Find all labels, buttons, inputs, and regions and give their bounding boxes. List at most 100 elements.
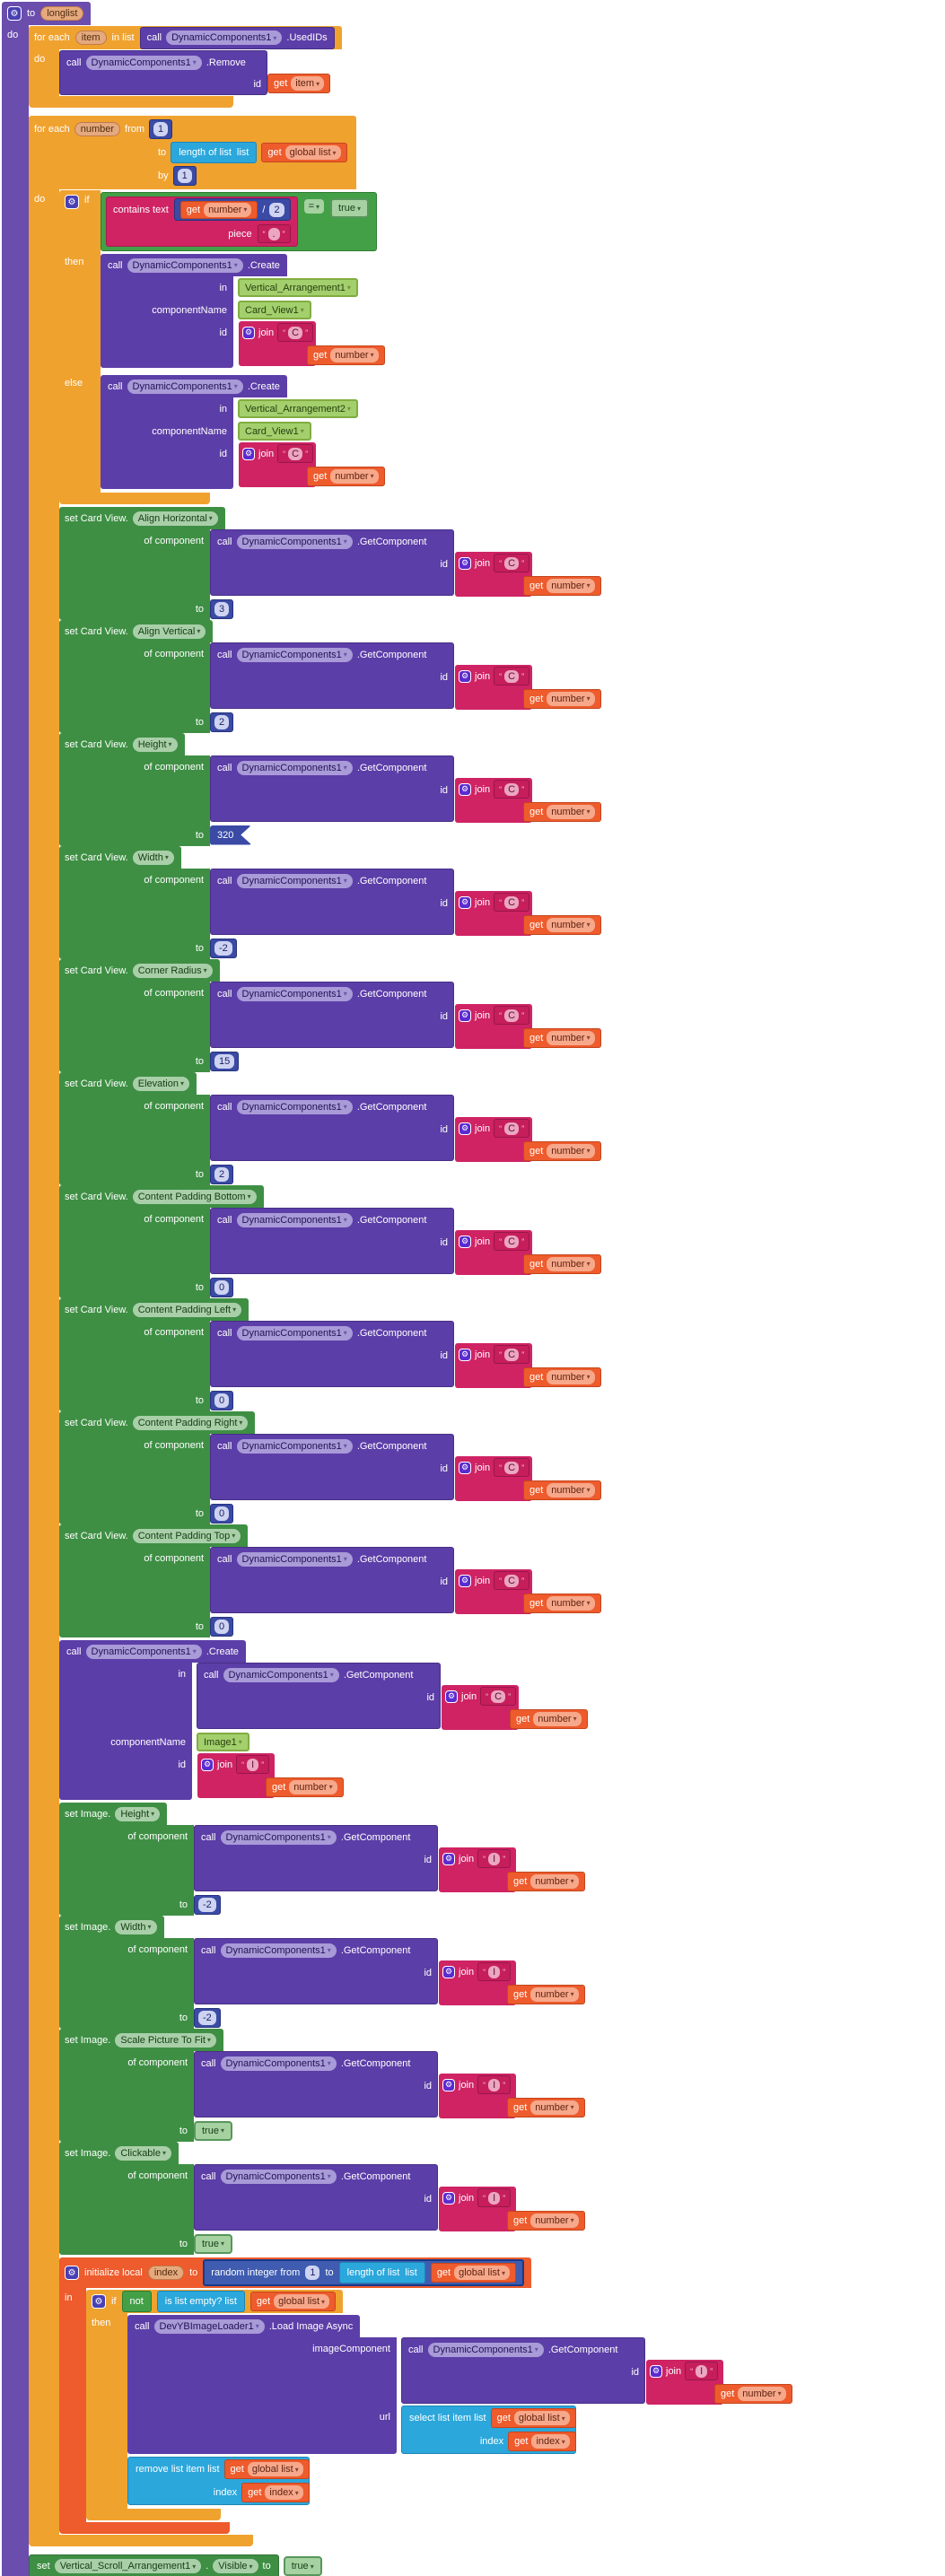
get-number-block[interactable]: get number ▾ bbox=[307, 345, 385, 365]
gear-icon[interactable]: ⚙ bbox=[650, 2364, 662, 2378]
gear-icon[interactable]: ⚙ bbox=[445, 1690, 458, 1703]
division-block[interactable]: get number ▾ / 2 bbox=[173, 198, 291, 221]
create-image-block[interactable]: call DynamicComponents1 ▾ .Create in call bbox=[59, 1640, 588, 1800]
initialize-local-block[interactable]: ⚙ initialize local index to random integ… bbox=[59, 2257, 792, 2534]
equals-block[interactable]: contains text get number ▾ / bbox=[101, 192, 377, 251]
gear-icon[interactable]: ⚙ bbox=[201, 1758, 214, 1771]
join-block[interactable]: ⚙ join “C” get number ▾ bbox=[442, 1685, 588, 1730]
text-string-block[interactable]: “C” bbox=[494, 1232, 530, 1251]
property-dropdown[interactable]: Height ▾ bbox=[132, 737, 178, 752]
component-dropdown[interactable]: DynamicComponents1 ▾ bbox=[85, 55, 202, 70]
component-dropdown[interactable]: Vertical_Scroll_Arrangement1 ▾ bbox=[54, 2559, 202, 2573]
logic-true-block[interactable]: true ▾ bbox=[283, 2556, 322, 2576]
join-block[interactable]: ⚙ join “I” get number ▾ bbox=[439, 1847, 585, 1892]
call-getcomponent-block[interactable]: call DynamicComponents1 ▾ .GetComponent i… bbox=[210, 982, 601, 1049]
component-dropdown[interactable]: DynamicComponents1 ▾ bbox=[127, 258, 243, 273]
component-name-dropdown[interactable]: Card_View1 ▾ bbox=[238, 422, 311, 441]
get-number-block[interactable]: get number ▾ bbox=[523, 1140, 601, 1161]
component-dropdown[interactable]: DevYBImageLoader1 ▾ bbox=[153, 2318, 265, 2334]
text-string-block[interactable]: “C” bbox=[494, 1571, 530, 1590]
text-string-block[interactable]: “C” bbox=[480, 1687, 517, 1706]
not-block[interactable]: not bbox=[121, 2291, 152, 2312]
number-block[interactable]: 0 bbox=[210, 1277, 234, 1297]
call-usedids-block[interactable]: call DynamicComponents1 ▾ .UsedIDs bbox=[139, 26, 335, 49]
component-dropdown[interactable]: DynamicComponents1 ▾ bbox=[236, 760, 353, 775]
gear-icon[interactable]: ⚙ bbox=[442, 1852, 455, 1865]
create-cardview-then-block[interactable]: call DynamicComponents1 ▾ .Create in Vert… bbox=[101, 254, 385, 368]
component-dropdown[interactable]: DynamicComponents1 ▾ bbox=[236, 1212, 353, 1227]
text-string-block[interactable]: “C” bbox=[494, 893, 530, 912]
number-block[interactable]: 0 bbox=[210, 1390, 234, 1410]
get-number-block[interactable]: get number ▾ bbox=[507, 1871, 585, 1891]
set-cardview-property-block[interactable]: set Card View. Width ▾ of component to bbox=[59, 846, 601, 959]
join-block[interactable]: ⚙ join “C” get number ▾ bbox=[455, 891, 601, 936]
text-string-block[interactable]: “C” bbox=[494, 554, 530, 572]
gear-icon[interactable]: ⚙ bbox=[442, 2078, 455, 2091]
get-number-block[interactable]: get number ▾ bbox=[523, 1367, 601, 1387]
gear-icon[interactable]: ⚙ bbox=[459, 1122, 471, 1135]
text-string-block[interactable]: “C” bbox=[494, 1345, 530, 1364]
number-field[interactable]: 2 bbox=[269, 202, 284, 217]
component-dropdown[interactable]: DynamicComponents1 ▾ bbox=[220, 1829, 337, 1845]
join-block[interactable]: ⚙ join “C” get number ▾ bbox=[455, 1343, 601, 1388]
text-string-block[interactable]: “I” bbox=[477, 2188, 512, 2207]
call-getcomponent-block[interactable]: call DynamicComponents1 ▾ .GetComponent i… bbox=[210, 1095, 601, 1162]
component-dropdown[interactable]: DynamicComponents1 ▾ bbox=[220, 1943, 337, 1958]
get-global-list-block[interactable]: get global list ▾ bbox=[249, 2292, 337, 2311]
property-dropdown[interactable]: Width ▾ bbox=[132, 850, 174, 865]
loop-var-number[interactable]: number bbox=[74, 122, 121, 136]
set-cardview-property-block[interactable]: set Card View. Content Padding Right ▾ of… bbox=[59, 1411, 601, 1524]
get-number-block[interactable]: get number ▾ bbox=[523, 914, 601, 935]
number-block[interactable]: -2 bbox=[194, 1894, 221, 1915]
gear-icon[interactable]: ⚙ bbox=[7, 6, 22, 21]
set-cardview-property-block[interactable]: set Card View. Height ▾ of component to bbox=[59, 733, 601, 846]
component-dropdown[interactable]: DynamicComponents1 ▾ bbox=[236, 986, 353, 1001]
gear-icon[interactable]: ⚙ bbox=[459, 895, 471, 909]
text-string-block[interactable]: “C” bbox=[277, 323, 314, 342]
get-global-list-block[interactable]: get global list ▾ bbox=[223, 2459, 310, 2479]
number-block[interactable]: -2 bbox=[210, 938, 237, 958]
gear-icon[interactable]: ⚙ bbox=[459, 1009, 471, 1022]
get-number-block[interactable]: get number ▾ bbox=[179, 200, 258, 219]
call-getcomponent-block[interactable]: call DynamicComponents1 ▾ .GetComponent i… bbox=[194, 1825, 585, 1892]
join-block[interactable]: ⚙ join “C” get number ▾ bbox=[455, 778, 601, 823]
logic-true-block[interactable]: true ▾ bbox=[194, 2120, 232, 2141]
property-dropdown[interactable]: Visible ▾ bbox=[213, 2559, 258, 2573]
call-getcomponent-block[interactable]: call DynamicComponents1 ▾ .GetComponent i… bbox=[210, 529, 601, 597]
get-item-block[interactable]: get item ▾ bbox=[267, 74, 331, 93]
component-dropdown[interactable]: DynamicComponents1 ▾ bbox=[166, 31, 283, 45]
call-getcomponent-block[interactable]: call DynamicComponents1 ▾ .GetComponent i… bbox=[210, 1547, 601, 1614]
number-block[interactable]: -2 bbox=[194, 2007, 221, 2028]
text-string-block[interactable]: “I” bbox=[236, 1755, 270, 1774]
number-block[interactable]: 2 bbox=[210, 712, 234, 732]
create-cardview-else-block[interactable]: call DynamicComponents1 ▾ .Create in Vert… bbox=[101, 375, 385, 489]
property-dropdown[interactable]: Content Padding Right ▾ bbox=[132, 1415, 249, 1430]
length-of-list-block[interactable]: length of list list bbox=[338, 2262, 425, 2283]
call-getcomponent-block[interactable]: call DynamicComponents1 ▾ .GetComponent i… bbox=[197, 1663, 588, 1730]
get-index-block[interactable]: get index ▾ bbox=[241, 2483, 310, 2502]
gear-icon[interactable]: ⚙ bbox=[459, 669, 471, 683]
set-cardview-property-block[interactable]: set Card View. Elevation ▾ of component t… bbox=[59, 1072, 601, 1185]
gear-icon[interactable]: ⚙ bbox=[65, 2266, 79, 2280]
property-dropdown[interactable]: Clickable ▾ bbox=[115, 2145, 172, 2161]
text-string-block[interactable]: “C” bbox=[494, 1119, 530, 1138]
get-number-block[interactable]: get number ▾ bbox=[523, 1253, 601, 1274]
container-dropdown[interactable]: Vertical_Arrangement1 ▾ bbox=[238, 278, 358, 297]
set-cardview-property-block[interactable]: set Card View. Align Vertical ▾ of compon… bbox=[59, 620, 601, 733]
property-dropdown[interactable]: Content Padding Top ▾ bbox=[132, 1528, 241, 1543]
container-dropdown[interactable]: Vertical_Arrangement2 ▾ bbox=[238, 399, 358, 418]
set-image-property-block[interactable]: set Image. Height ▾ of component to bbox=[59, 1803, 585, 1916]
number-block[interactable]: 0 bbox=[210, 1503, 234, 1524]
join-block[interactable]: ⚙ join “C” get number ▾ bbox=[455, 1569, 601, 1614]
logic-true-block[interactable]: true ▾ bbox=[194, 2233, 232, 2254]
join-block[interactable]: ⚙ join “C” get number ▾ bbox=[455, 1456, 601, 1501]
component-dropdown[interactable]: DynamicComponents1 ▾ bbox=[236, 1325, 353, 1340]
set-image-property-block[interactable]: set Image. Width ▾ of component to bbox=[59, 1916, 585, 2029]
join-block[interactable]: ⚙ join “C” get number ▾ bbox=[455, 665, 601, 710]
text-string-block[interactable]: “I” bbox=[477, 2075, 512, 2094]
gear-icon[interactable]: ⚙ bbox=[442, 1965, 455, 1978]
set-cardview-property-block[interactable]: set Card View. Content Padding Bottom ▾ o… bbox=[59, 1185, 601, 1298]
set-cardview-property-block[interactable]: set Card View. Content Padding Top ▾ of c… bbox=[59, 1524, 601, 1637]
get-number-block[interactable]: get number ▾ bbox=[523, 1593, 601, 1613]
get-number-block[interactable]: get number ▾ bbox=[523, 1027, 601, 1048]
